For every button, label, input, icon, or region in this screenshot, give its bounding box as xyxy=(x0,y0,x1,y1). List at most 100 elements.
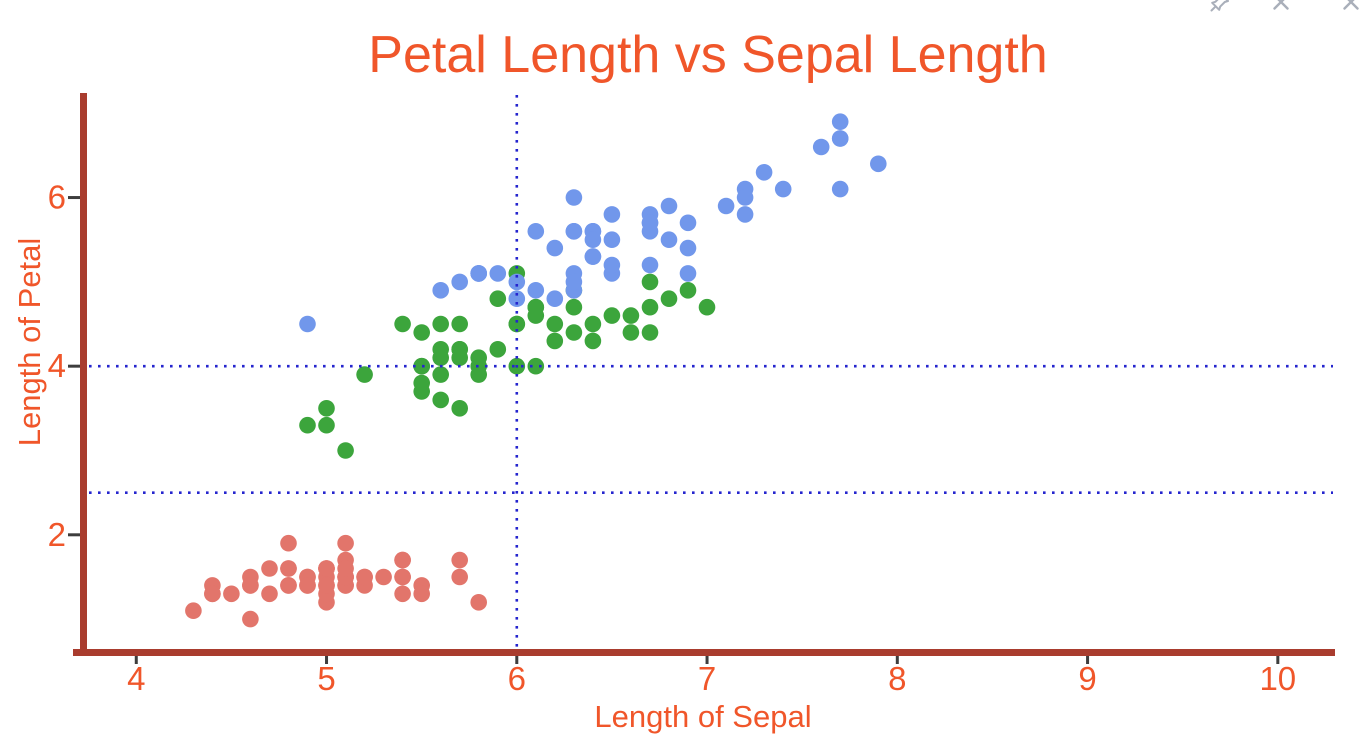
data-point-green xyxy=(413,357,431,375)
data-point-red xyxy=(261,560,278,577)
close-icon xyxy=(1273,0,1289,10)
data-point-green xyxy=(527,357,545,375)
data-point-red xyxy=(185,602,202,619)
data-point-blue xyxy=(508,273,526,291)
data-point-blue xyxy=(565,273,583,291)
y-tick-mark xyxy=(68,533,80,537)
x-tick-mark xyxy=(705,656,709,664)
data-point-blue xyxy=(584,248,602,265)
data-point-green xyxy=(451,315,469,333)
data-point-green xyxy=(337,442,354,459)
plot-area: 4 5 6 7 8 9 10 2 4 6 xyxy=(48,93,1335,697)
x-tick-mark xyxy=(515,656,519,664)
data-point-blue xyxy=(470,265,488,282)
x-tick-label: 5 xyxy=(317,660,335,697)
data-point-red xyxy=(470,594,488,611)
data-point-red xyxy=(451,551,469,569)
data-point-green xyxy=(546,332,564,350)
data-point-green xyxy=(641,298,659,316)
window-controls xyxy=(0,0,1364,15)
y-tick-label: 2 xyxy=(48,516,66,553)
data-point-green xyxy=(451,400,469,417)
x-tick-mark xyxy=(1086,656,1090,664)
data-point-red xyxy=(280,577,297,594)
x-tick-label: 10 xyxy=(1259,660,1296,697)
pin-plot-button[interactable] xyxy=(1209,0,1231,13)
data-point-red xyxy=(394,585,411,603)
close-panel-button[interactable] xyxy=(1340,0,1362,13)
data-point-blue xyxy=(603,256,621,274)
x-tick-label: 4 xyxy=(127,660,145,697)
data-point-green xyxy=(432,315,450,333)
data-point-blue xyxy=(603,231,621,248)
data-point-red xyxy=(318,577,335,594)
x-tick-label: 6 xyxy=(508,660,526,697)
data-point-green xyxy=(413,383,431,400)
y-axis-title: Length of Petal xyxy=(12,238,47,447)
close-icon xyxy=(1343,0,1359,10)
data-point-blue xyxy=(451,273,469,291)
data-point-red xyxy=(394,551,411,569)
data-point-red xyxy=(356,568,373,586)
y-tick-mark xyxy=(68,364,80,368)
data-point-green xyxy=(318,416,335,434)
x-tick-mark xyxy=(134,656,138,664)
data-point-red xyxy=(318,560,335,577)
data-point-blue xyxy=(736,206,754,223)
data-point-red xyxy=(261,585,278,603)
data-point-red xyxy=(280,534,297,552)
y-tick-mark xyxy=(68,196,80,200)
close-plot-button[interactable] xyxy=(1270,0,1292,13)
y-tick-label: 4 xyxy=(48,347,66,384)
data-point-red xyxy=(337,560,354,577)
data-point-blue xyxy=(641,214,659,232)
data-point-green xyxy=(641,273,659,291)
data-point-blue xyxy=(660,231,678,248)
data-point-blue xyxy=(546,290,564,308)
pin-icon xyxy=(1210,0,1229,12)
data-point-blue xyxy=(546,239,564,257)
data-point-blue xyxy=(812,138,830,156)
data-point-green xyxy=(584,315,602,333)
data-point-green xyxy=(432,341,450,358)
data-point-blue xyxy=(774,180,792,198)
data-point-green xyxy=(603,307,621,324)
data-point-green xyxy=(451,349,469,367)
data-point-green xyxy=(584,332,602,350)
chart-title: Petal Length vs Sepal Length xyxy=(368,26,1047,84)
data-point-green xyxy=(622,324,640,341)
data-point-green xyxy=(489,341,507,358)
data-point-blue xyxy=(565,189,583,206)
x-tick-label: 7 xyxy=(698,660,716,697)
data-point-red xyxy=(280,560,297,577)
data-point-green xyxy=(565,324,583,341)
data-point-blue xyxy=(489,265,507,282)
data-point-green xyxy=(641,324,659,341)
x-axis-title: Length of Sepal xyxy=(594,699,811,734)
data-point-blue xyxy=(641,256,659,274)
data-point-blue xyxy=(736,189,754,206)
data-point-blue xyxy=(432,282,450,299)
x-axis-line xyxy=(73,649,1335,656)
data-point-blue xyxy=(508,290,526,308)
data-point-blue xyxy=(870,155,887,173)
x-tick-mark xyxy=(895,656,899,664)
data-point-green xyxy=(489,290,507,308)
data-point-green xyxy=(432,366,450,383)
data-point-green xyxy=(660,290,678,308)
data-point-red xyxy=(223,585,240,603)
x-tick-label: 8 xyxy=(888,660,906,697)
data-point-green xyxy=(679,282,697,299)
data-point-green xyxy=(508,315,526,333)
data-point-blue xyxy=(565,223,583,240)
data-point-green xyxy=(318,400,335,417)
data-point-green xyxy=(698,298,716,316)
data-point-red xyxy=(242,610,259,628)
data-point-green xyxy=(527,307,545,324)
data-point-blue xyxy=(584,231,602,248)
data-point-blue xyxy=(831,180,849,198)
data-point-blue xyxy=(527,223,545,240)
data-point-green xyxy=(470,357,488,375)
data-point-green xyxy=(622,307,640,324)
